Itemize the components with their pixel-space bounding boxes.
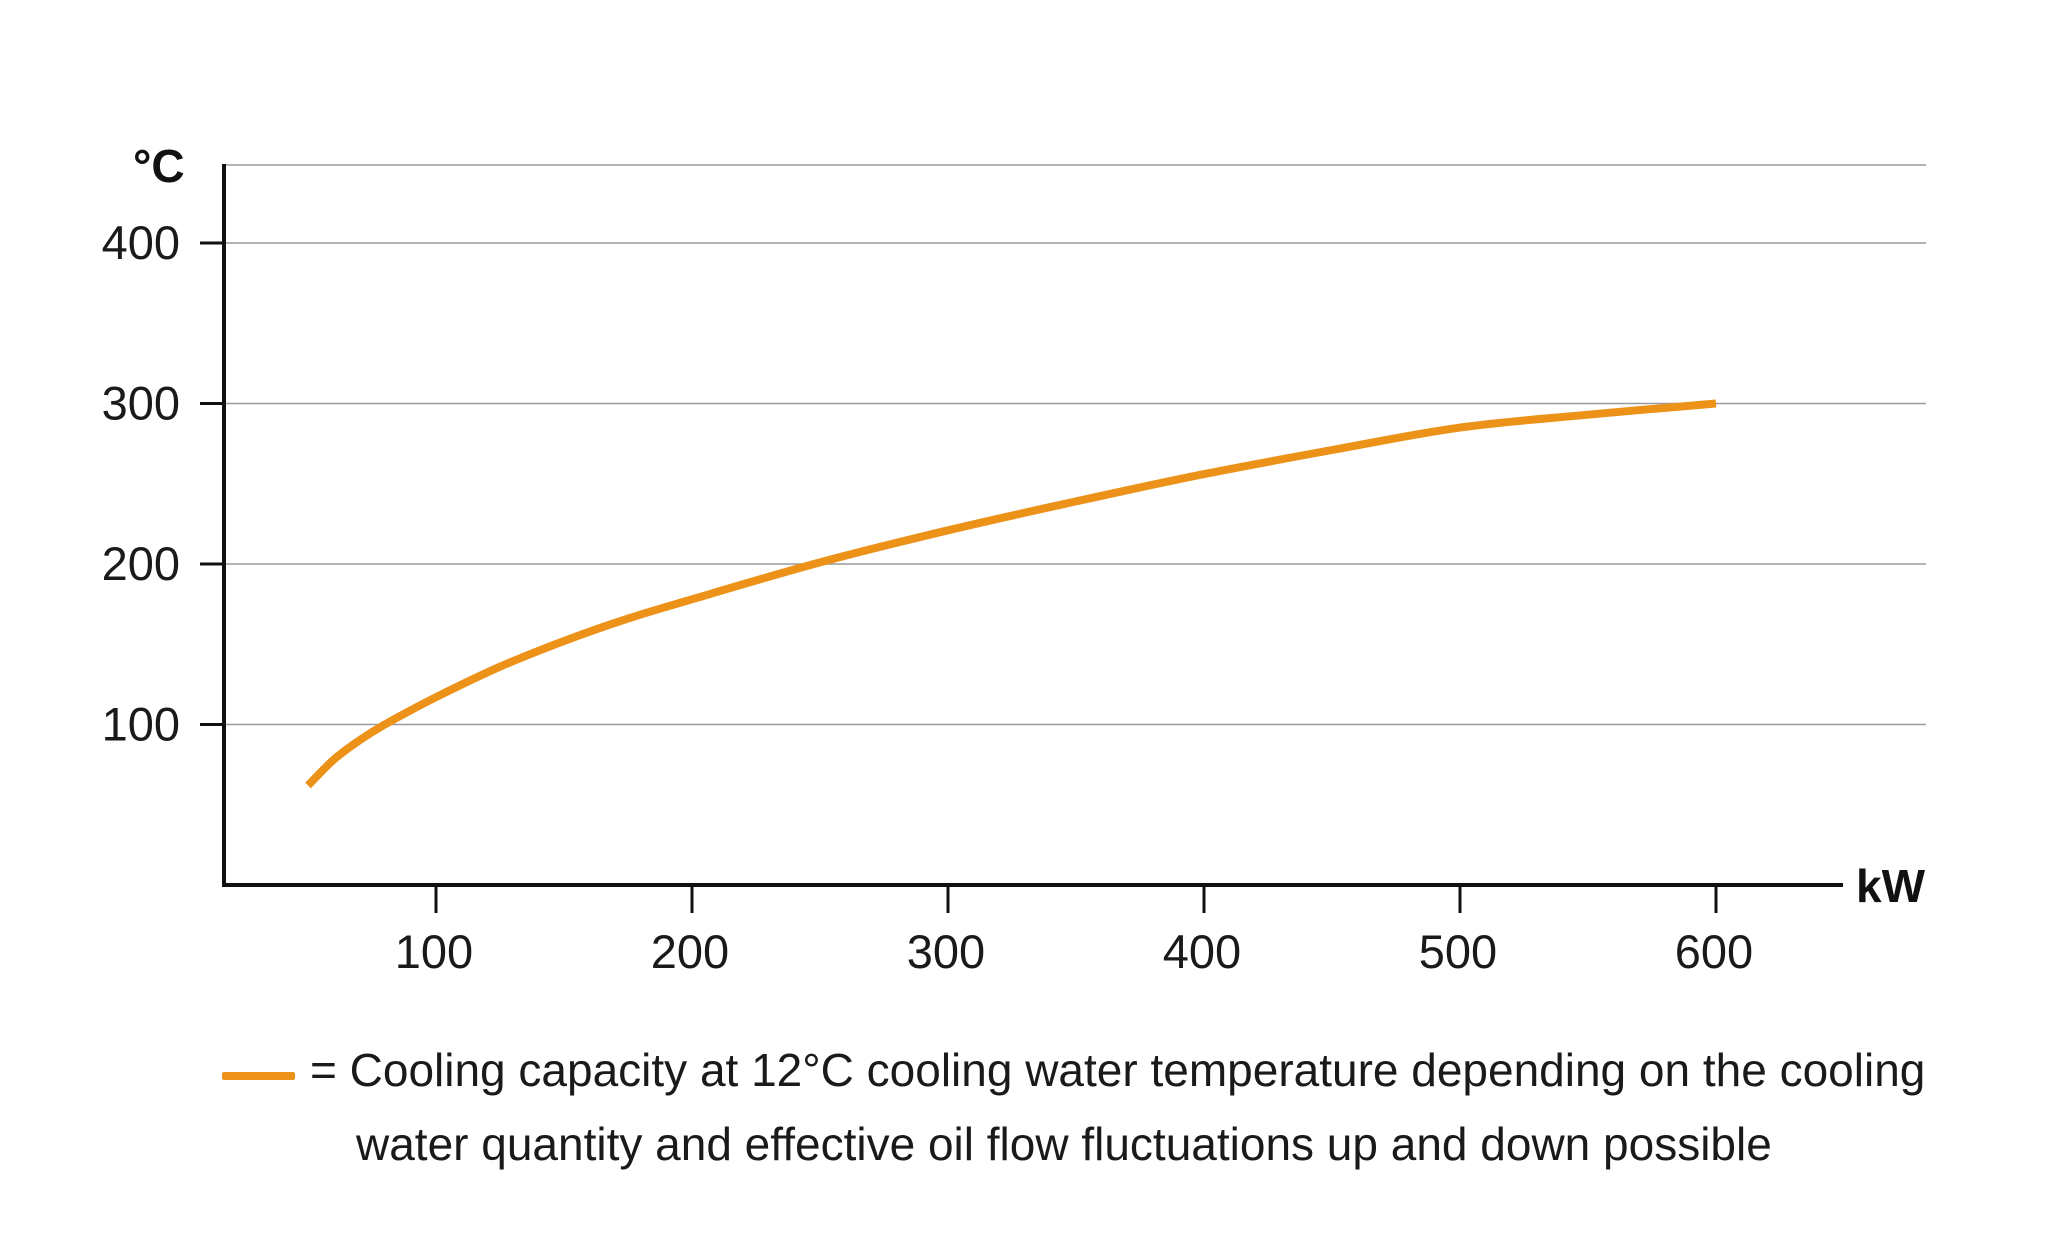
y-tick-label-100: 100 [102, 698, 180, 751]
x-tick-label-500: 500 [1419, 925, 1497, 978]
x-tick-label-200: 200 [651, 925, 729, 978]
y-tick-label-200: 200 [102, 537, 180, 590]
x-tick-label-100: 100 [395, 925, 473, 978]
y-tick-label-300: 300 [102, 377, 180, 430]
legend-text-line-2: water quantity and effective oil flow fl… [356, 1118, 1772, 1170]
x-tick-label-400: 400 [1163, 925, 1241, 978]
series-line-0 [305, 399, 1717, 789]
legend-text-line-1: = Cooling capacity at 12°C cooling water… [310, 1044, 1926, 1096]
x-tick-label-600: 600 [1675, 925, 1753, 978]
x-axis-unit-label: kW [1856, 860, 1926, 912]
y-tick-label-400: 400 [102, 216, 180, 269]
x-tick-label-300: 300 [907, 925, 985, 978]
legend-swatch [222, 1072, 295, 1080]
y-axis-unit-label: °C [133, 140, 185, 192]
